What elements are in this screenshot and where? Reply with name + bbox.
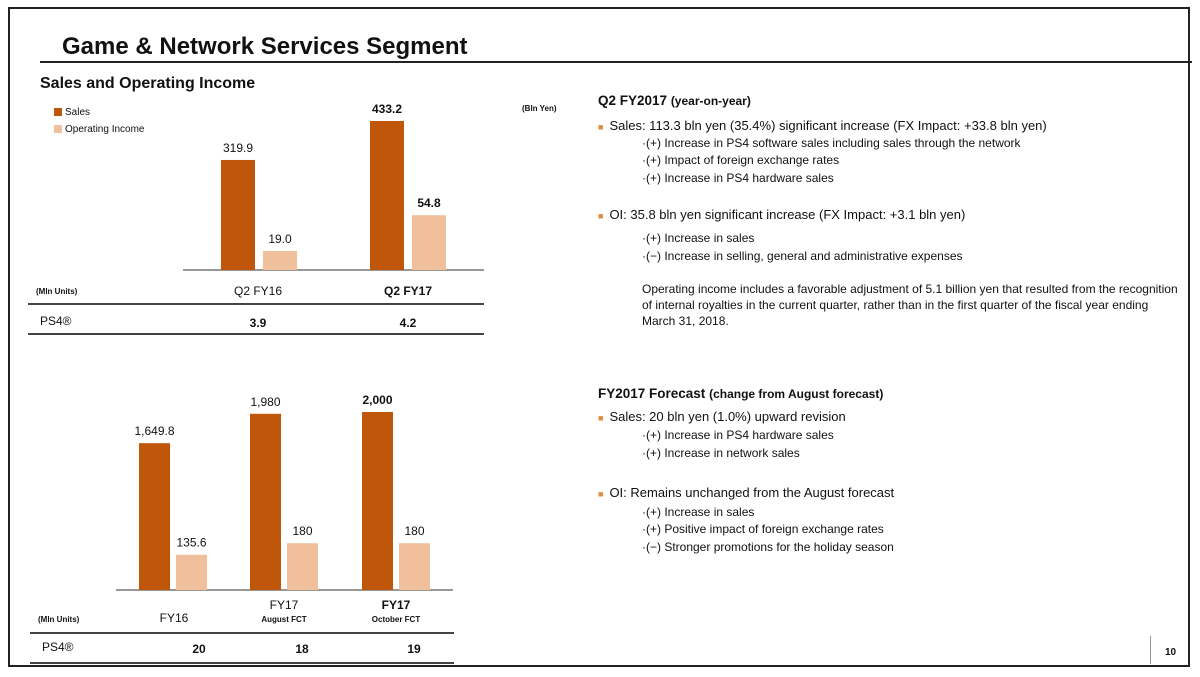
q2-sales-bullet: ■ Sales: 113.3 bln yen (35.4%) significan…	[598, 118, 1047, 133]
ps4-value: 3.9	[249, 316, 267, 330]
legend-swatch-oi	[54, 125, 62, 133]
bar-sales	[221, 159, 255, 270]
ps4-row-label: PS4®	[40, 314, 72, 328]
q2-heading: Q2 FY2017 (year-on-year)	[598, 93, 751, 108]
category-label: FY17	[381, 598, 411, 612]
ps4-value: 20	[192, 642, 206, 656]
slide-frame	[8, 7, 1190, 667]
bar-sales	[362, 412, 393, 590]
bar-operating-income	[399, 543, 430, 590]
section-subtitle: Sales and Operating Income	[40, 75, 256, 92]
bullet-icon: ■	[598, 211, 604, 221]
page-number: 10	[1150, 636, 1180, 664]
bar-sales	[139, 443, 170, 590]
unit-label: (Bln Yen)	[522, 104, 557, 113]
data-label: 19.0	[268, 232, 292, 246]
table-line	[30, 632, 454, 634]
list-item: ·(+) Increase in sales	[642, 505, 755, 519]
bullet-text: Sales: 20 bln yen (1.0%) upward revision	[609, 409, 846, 424]
bar-operating-income	[287, 543, 318, 590]
data-label: 180	[404, 524, 424, 538]
data-label: 433.2	[372, 102, 402, 116]
data-label: 2,000	[362, 393, 392, 407]
list-item: ·(+) Increase in sales	[642, 231, 755, 245]
list-item: ·(+) Increase in PS4 software sales incl…	[642, 136, 1021, 150]
table-line	[30, 662, 454, 664]
forecast-oi-bullet: ■ OI: Remains unchanged from the August f…	[598, 485, 894, 500]
bullet-text: Sales: 113.3 bln yen (35.4%) significant…	[609, 118, 1047, 133]
forecast-heading: FY2017 Forecast (change from August fore…	[598, 386, 883, 401]
legend-label: Operating Income	[65, 124, 145, 135]
bullet-text: OI: Remains unchanged from the August fo…	[609, 485, 895, 500]
list-item: ·(+) Increase in network sales	[642, 446, 800, 460]
data-label: 319.9	[223, 141, 253, 155]
bar-operating-income	[263, 251, 297, 270]
category-label: Q2 FY17	[383, 284, 433, 298]
table-line	[28, 303, 484, 305]
list-item: ·(+) Impact of foreign exchange rates	[642, 153, 840, 167]
data-label: 1,980	[250, 395, 280, 409]
legend-label: Sales	[65, 107, 91, 118]
bullet-icon: ■	[598, 489, 604, 499]
table-unit: (Mln Units)	[36, 287, 78, 296]
data-label: 1,649.8	[134, 424, 174, 438]
ps4-row-label: PS4®	[42, 640, 74, 654]
list-item: ·(+) Increase in PS4 hardware sales	[642, 171, 834, 185]
legend-swatch-sales	[54, 108, 62, 116]
heading-text: FY2017 Forecast	[598, 386, 706, 401]
bar-sales	[370, 120, 404, 270]
ps4-value: 19	[407, 642, 421, 656]
list-item: ·(−) Increase in selling, general and ad…	[642, 249, 963, 263]
list-item: ·(+) Positive impact of foreign exchange…	[642, 522, 884, 536]
bar-operating-income	[412, 215, 446, 270]
data-label: 135.6	[176, 536, 206, 550]
list-item: ·(+) Increase in PS4 hardware sales	[642, 428, 834, 442]
list-item: ·(−) Stronger promotions for the holiday…	[642, 540, 894, 554]
data-label: 54.8	[417, 196, 441, 210]
category-label: FY17	[269, 598, 299, 612]
ps4-value: 4.2	[399, 316, 417, 330]
category-label: Q2 FY16	[233, 284, 283, 298]
bullet-text: OI: 35.8 bln yen significant increase (F…	[609, 207, 966, 222]
forecast-sales-bullet: ■ Sales: 20 bln yen (1.0%) upward revisio…	[598, 409, 846, 424]
category-sublabel: August FCT	[261, 615, 307, 624]
legend-oi: Operating Income	[54, 124, 145, 135]
table-unit: (Mln Units)	[38, 615, 80, 624]
table-line	[28, 333, 484, 335]
data-label: 180	[292, 524, 312, 538]
page-title: Game & Network Services Segment	[62, 33, 468, 60]
bar-operating-income	[176, 554, 207, 590]
heading-note: (change from August forecast)	[709, 387, 884, 401]
heading-text: Q2 FY2017	[598, 93, 668, 108]
legend-sales: Sales	[54, 107, 90, 118]
bullet-icon: ■	[598, 122, 604, 132]
heading-note: (year-on-year)	[670, 94, 751, 108]
ps4-value: 18	[295, 642, 309, 656]
category-sublabel: October FCT	[371, 615, 421, 624]
bar-sales	[250, 413, 281, 590]
q2-oi-bullet: ■ OI: 35.8 bln yen significant increase (…	[598, 207, 965, 222]
title-underline	[40, 61, 1192, 63]
q2-note: Operating income includes a favorable ad…	[642, 282, 1178, 328]
category-label: FY16	[159, 611, 189, 625]
bullet-icon: ■	[598, 413, 604, 423]
